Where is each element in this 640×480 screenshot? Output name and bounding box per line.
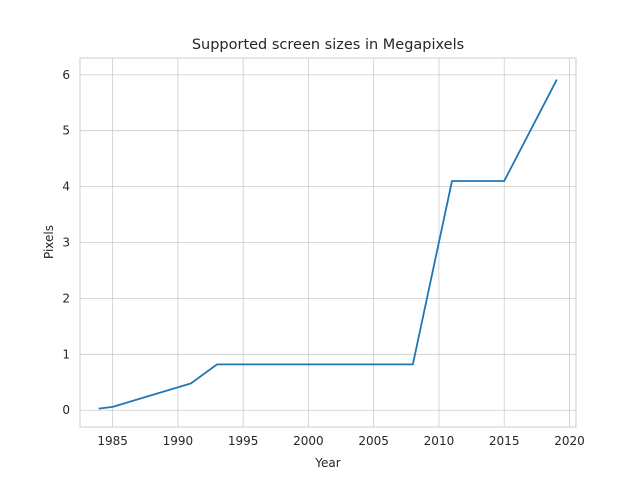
x-tick-label: 2010 [424,434,455,448]
y-axis-ticks: 0 1 2 3 4 5 6 [62,68,70,417]
x-tick-label: 2000 [293,434,324,448]
series-line [98,79,558,410]
x-tick-label: 1995 [228,434,259,448]
x-axis-ticks: 1985 1990 1995 2000 2005 2010 2015 2020 [97,434,584,448]
y-tick-label: 3 [62,236,70,250]
y-tick-label: 2 [62,291,70,305]
x-tick-label: 1985 [97,434,128,448]
grid [80,58,576,427]
y-axis-label: Pixels [42,225,56,259]
x-tick-label: 2005 [358,434,389,448]
series-layer [98,79,558,410]
x-tick-label: 2020 [554,434,585,448]
x-tick-label: 2015 [489,434,520,448]
x-axis-label: Year [314,456,340,470]
y-tick-label: 6 [62,68,70,82]
x-tick-label: 1990 [163,434,194,448]
y-tick-label: 0 [62,403,70,417]
y-tick-label: 1 [62,347,70,361]
plot-area-frame [79,57,577,428]
y-tick-label: 5 [62,124,70,138]
chart-title: Supported screen sizes in Megapixels [192,37,464,53]
y-tick-label: 4 [62,180,70,194]
